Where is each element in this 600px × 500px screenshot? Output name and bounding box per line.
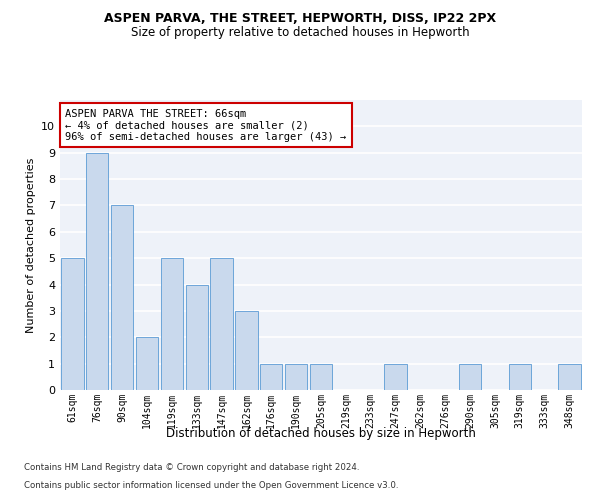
Text: ASPEN PARVA, THE STREET, HEPWORTH, DISS, IP22 2PX: ASPEN PARVA, THE STREET, HEPWORTH, DISS,… — [104, 12, 496, 26]
Bar — [161, 258, 183, 390]
Y-axis label: Number of detached properties: Number of detached properties — [26, 158, 35, 332]
Bar — [559, 364, 581, 390]
Bar — [111, 206, 133, 390]
Bar — [61, 258, 83, 390]
Bar — [509, 364, 531, 390]
Text: ASPEN PARVA THE STREET: 66sqm
← 4% of detached houses are smaller (2)
96% of sem: ASPEN PARVA THE STREET: 66sqm ← 4% of de… — [65, 108, 346, 142]
Bar — [385, 364, 407, 390]
Bar — [211, 258, 233, 390]
Bar — [185, 284, 208, 390]
Bar — [285, 364, 307, 390]
Bar — [310, 364, 332, 390]
Bar — [86, 152, 109, 390]
Bar — [459, 364, 481, 390]
Text: Contains HM Land Registry data © Crown copyright and database right 2024.: Contains HM Land Registry data © Crown c… — [24, 464, 359, 472]
Bar — [136, 338, 158, 390]
Text: Size of property relative to detached houses in Hepworth: Size of property relative to detached ho… — [131, 26, 469, 39]
Text: Distribution of detached houses by size in Hepworth: Distribution of detached houses by size … — [166, 428, 476, 440]
Bar — [260, 364, 283, 390]
Bar — [235, 311, 257, 390]
Text: Contains public sector information licensed under the Open Government Licence v3: Contains public sector information licen… — [24, 481, 398, 490]
